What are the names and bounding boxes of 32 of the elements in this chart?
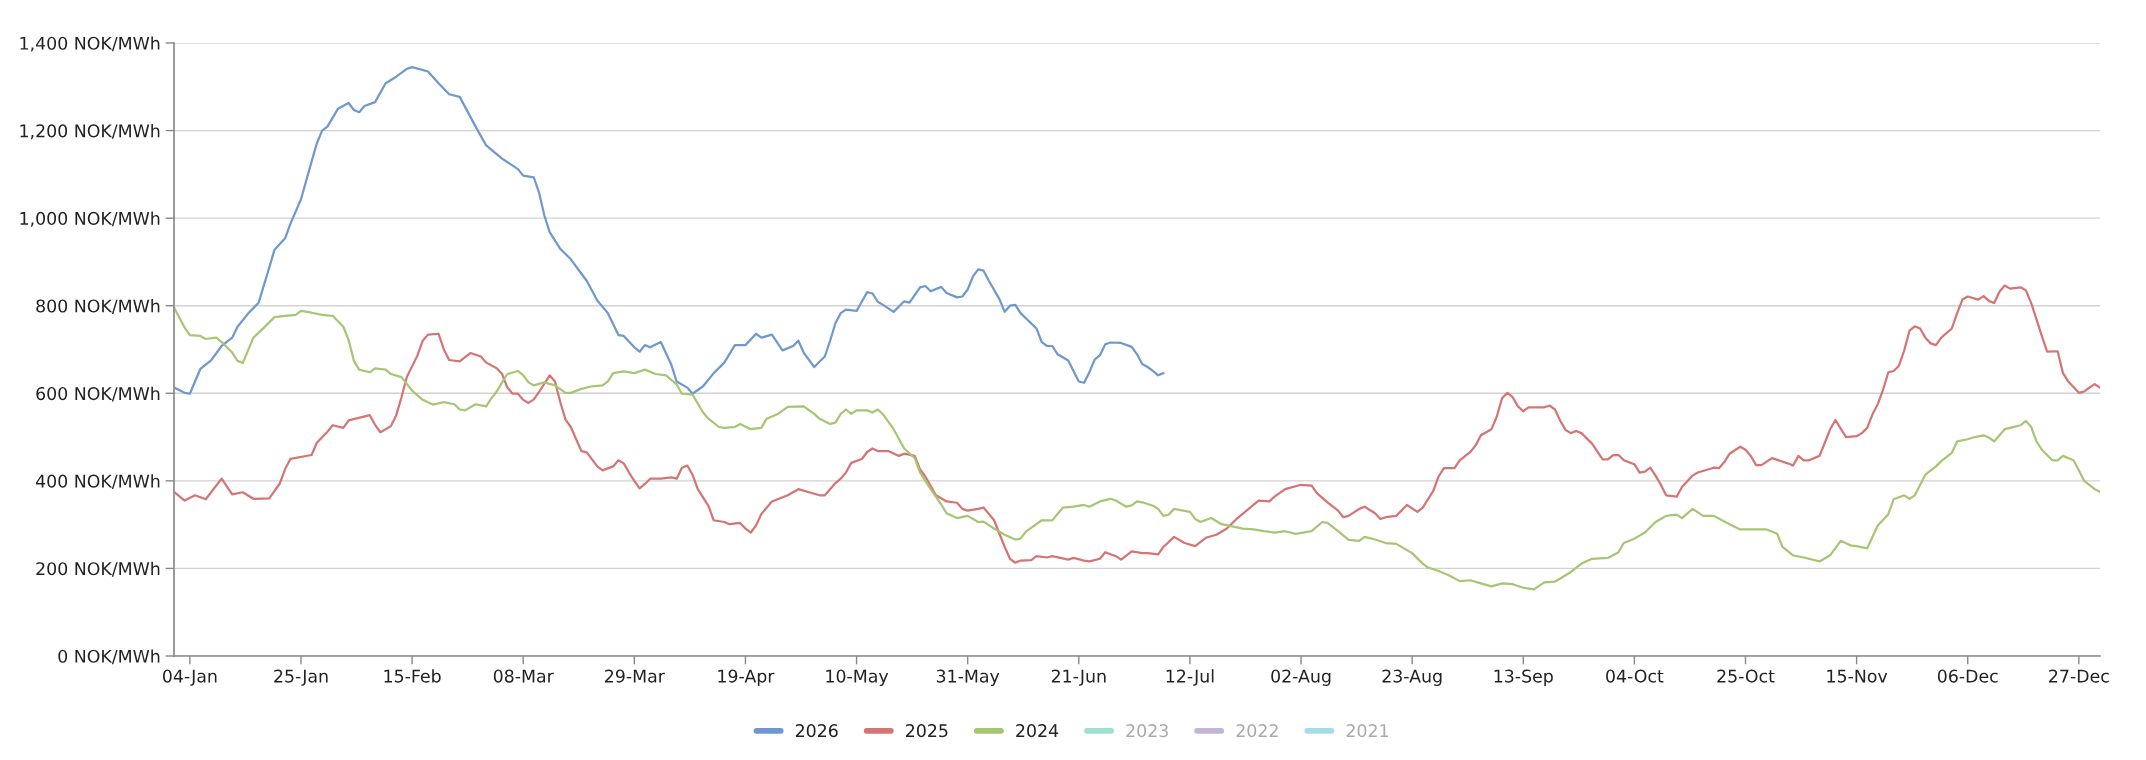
x-tick-label: 12-Jul <box>1166 669 1214 686</box>
legend-label: 2026 <box>795 724 838 738</box>
y-tick-label: 600 NOK/MWh <box>36 386 160 402</box>
x-tick-label: 02-Aug <box>1271 669 1331 686</box>
x-tick-label: 04-Jan <box>162 669 217 686</box>
x-tick-label: 23-Aug <box>1382 669 1442 686</box>
x-tick-label: 06-Dec <box>1937 669 1998 683</box>
x-tick-label: 04-Oct <box>1606 669 1664 683</box>
y-tick-label: 1,400 NOK/MWh <box>20 36 160 52</box>
legend-label: 2021 <box>1346 724 1388 738</box>
x-tick-label: 15-Nov <box>1827 669 1888 683</box>
y-tick-label: 200 NOK/MWh <box>36 561 160 577</box>
x-tick-label: 21-Jun <box>1051 669 1106 686</box>
x-tick-label: 19-Apr <box>718 669 775 686</box>
legend-label: 2023 <box>1126 724 1168 738</box>
x-tick-label: 25-Oct <box>1717 669 1775 683</box>
x-tick-label: 29-Mar <box>605 669 665 683</box>
y-tick-label: 800 NOK/MWh <box>36 299 160 314</box>
legend-label: 2025 <box>906 724 948 738</box>
x-tick-label: 31-May <box>936 669 1000 686</box>
y-tick-label: 1,200 NOK/MWh <box>20 123 160 140</box>
legend-label: 2022 <box>1236 724 1278 738</box>
x-tick-label: 15-Feb <box>384 669 441 683</box>
x-tick-label: 08-Mar <box>493 669 554 683</box>
y-tick-label: 1,000 NOK/MWh <box>20 211 160 227</box>
legend-label: 2024 <box>1016 724 1059 738</box>
y-tick-label: 0 NOK/MWh <box>58 649 160 665</box>
x-tick-label: 10-May <box>826 669 889 686</box>
x-tick-label: 27-Dec <box>2049 669 2109 683</box>
x-tick-label: 13-Sep <box>1494 669 1553 686</box>
y-tick-label: 400 NOK/MWh <box>35 474 160 490</box>
x-tick-label: 25-Jan <box>274 669 328 686</box>
